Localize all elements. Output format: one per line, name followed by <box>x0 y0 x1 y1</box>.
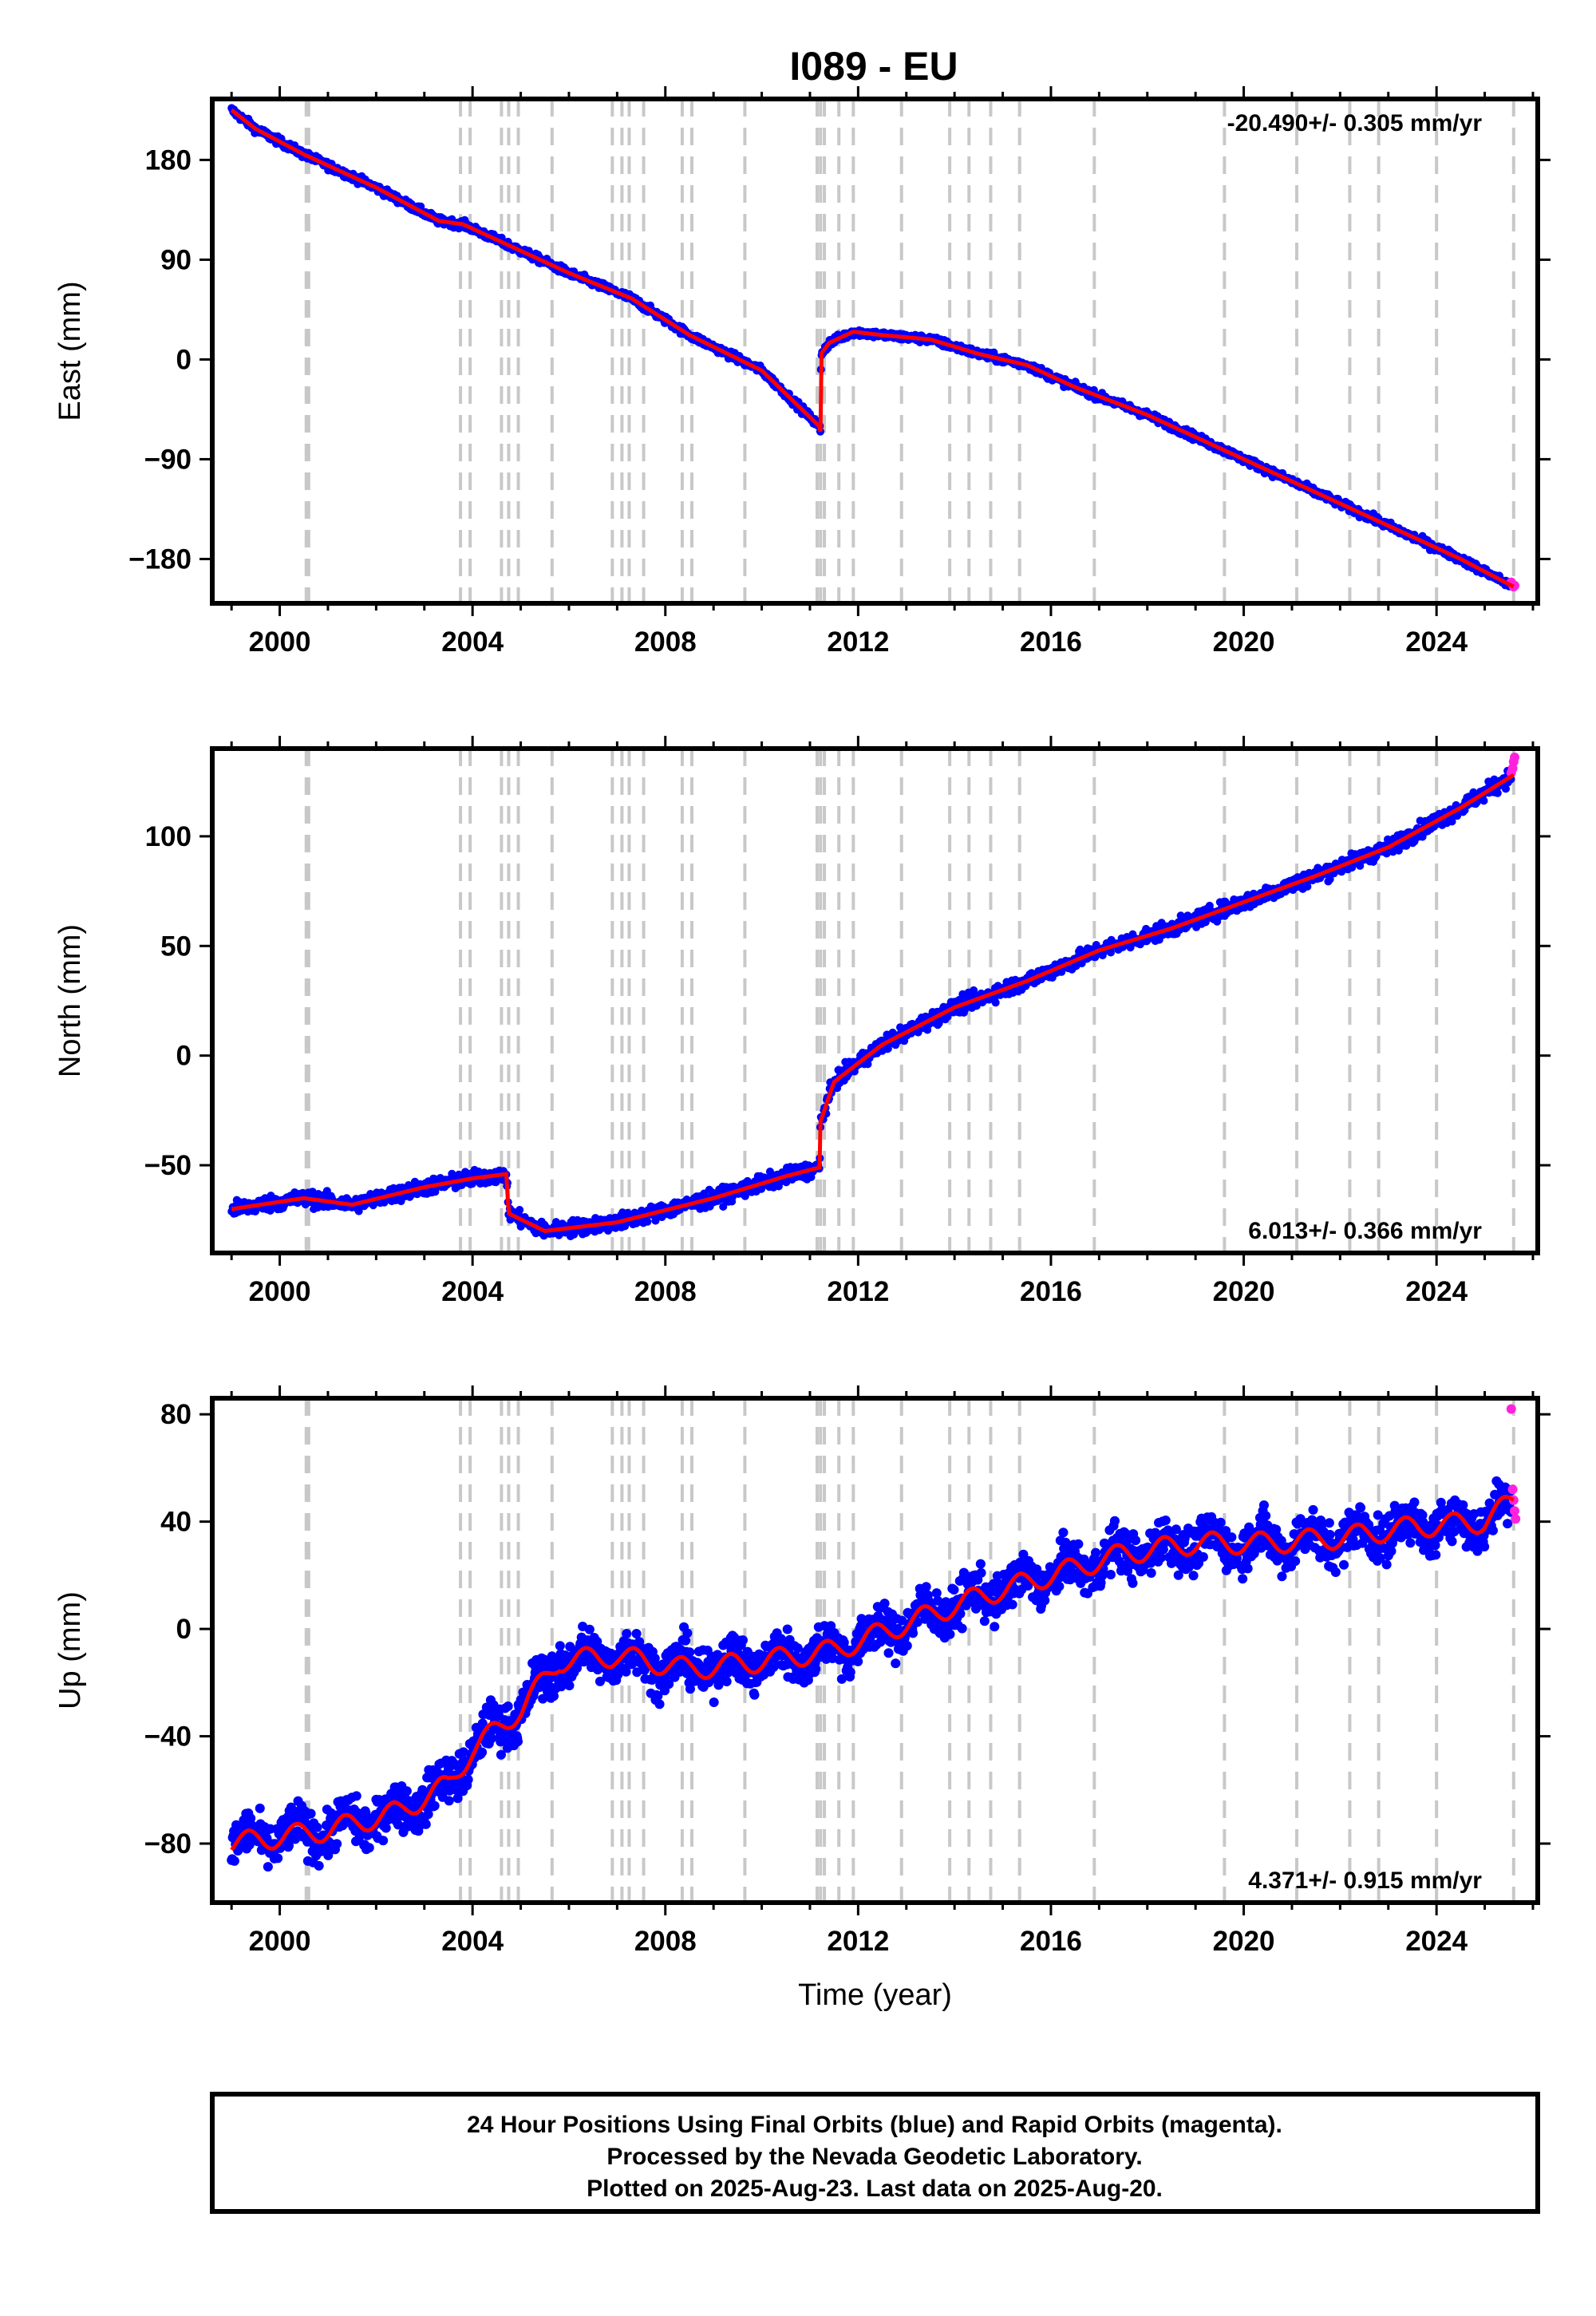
y-tick-label: −40 <box>144 1721 192 1753</box>
x-tick-label: 2020 <box>1213 626 1275 658</box>
x-tick-label: 2004 <box>441 626 504 658</box>
y-axis-label: Up (mm) <box>53 1591 87 1709</box>
y-tick-label: −180 <box>128 543 192 575</box>
footer-frame <box>210 2092 1540 2214</box>
x-tick-label: 2012 <box>827 1276 889 1307</box>
rate-annotation: 6.013+/- 0.366 mm/yr <box>1248 1218 1482 1244</box>
panel-east: 2000 2004 2008 2012 2016 2020 2024 −180 −90 0 90 18… <box>53 86 1551 658</box>
x-tick-label: 2004 <box>441 1926 504 1957</box>
x-tick-label: 2000 <box>249 1276 311 1307</box>
y-tick-label: 40 <box>160 1507 192 1538</box>
x-tick-label: 2016 <box>1020 1926 1082 1957</box>
axes-frame <box>210 746 1540 1255</box>
panel-up: 2000 2004 2008 2012 2016 2020 2024 −80 −40 0 40 80 U… <box>53 1385 1551 2012</box>
plot-area-north <box>227 749 1520 1253</box>
y-tick-label: −50 <box>144 1150 192 1181</box>
x-tick-label: 2020 <box>1213 1276 1275 1307</box>
y-axis-label: East (mm) <box>53 281 87 421</box>
plot-area-east <box>227 99 1520 603</box>
x-tick-label: 2024 <box>1405 1926 1468 1957</box>
figure-title: I089 - EU <box>789 44 958 89</box>
final-orbit-points <box>227 766 1515 1241</box>
rapid-orbit-point <box>1510 1506 1520 1516</box>
x-tick-label: 2004 <box>441 1276 504 1307</box>
rate-annotation: 4.371+/- 0.915 mm/yr <box>1248 1867 1482 1894</box>
model-curve <box>231 773 1515 1234</box>
y-tick-label: 80 <box>160 1399 192 1430</box>
model-curve <box>230 1495 1515 1852</box>
axes-frame <box>210 97 1540 606</box>
y-tick-label: 100 <box>145 821 192 852</box>
x-axis-label: Time (year) <box>798 1978 952 2012</box>
y-tick-label: 0 <box>176 1041 192 1072</box>
y-axis-label: North (mm) <box>53 924 87 1077</box>
x-tick-label: 2008 <box>634 1926 697 1957</box>
panels: 2000 2004 2008 2012 2016 2020 2024 −180 −90 0 90 18… <box>53 86 1551 2012</box>
y-tick-label: 180 <box>145 144 192 176</box>
x-tick-label: 2016 <box>1020 626 1082 658</box>
x-tick-label: 2016 <box>1020 1276 1082 1307</box>
final-orbit-points <box>227 104 1515 591</box>
x-tick-label: 2024 <box>1405 626 1468 658</box>
rapid-orbit-point <box>1510 752 1520 762</box>
model-curve <box>230 108 1515 589</box>
y-tick-label: −80 <box>144 1828 192 1860</box>
rate-annotation: -20.490+/- 0.305 mm/yr <box>1227 110 1483 136</box>
x-tick-label: 2012 <box>827 1926 889 1957</box>
y-tick-label: 50 <box>160 931 192 962</box>
panel-north: 2000 2004 2008 2012 2016 2020 2024 −50 0 50 100 Nor… <box>53 736 1551 1307</box>
x-tick-label: 2012 <box>827 626 889 658</box>
rapid-orbit-point <box>1511 1514 1521 1524</box>
y-tick-label: 90 <box>160 244 192 275</box>
x-tick-label: 2000 <box>249 1926 311 1957</box>
x-tick-label: 2020 <box>1213 1926 1275 1957</box>
y-tick-label: −90 <box>144 444 192 475</box>
x-tick-label: 2024 <box>1405 1276 1468 1307</box>
plot-area-up <box>227 1398 1521 1903</box>
x-tick-label: 2000 <box>249 626 311 658</box>
footer-line-3: Plotted on 2025-Aug-23. Last data on 202… <box>587 2176 1163 2202</box>
y-tick-label: 0 <box>176 344 192 375</box>
footer-line-1: 24 Hour Positions Using Final Orbits (bl… <box>467 2112 1282 2138</box>
footer-line-2: Processed by the Nevada Geodetic Laborat… <box>606 2144 1142 2170</box>
x-tick-label: 2008 <box>634 1276 697 1307</box>
y-tick-label: 0 <box>176 1614 192 1645</box>
rapid-orbit-point <box>1507 1484 1518 1495</box>
rapid-orbit-point <box>1506 1404 1516 1414</box>
footer-box: 24 Hour Positions Using Final Orbits (bl… <box>210 2092 1540 2214</box>
axes-frame <box>210 1396 1540 1905</box>
x-tick-label: 2008 <box>634 626 697 658</box>
